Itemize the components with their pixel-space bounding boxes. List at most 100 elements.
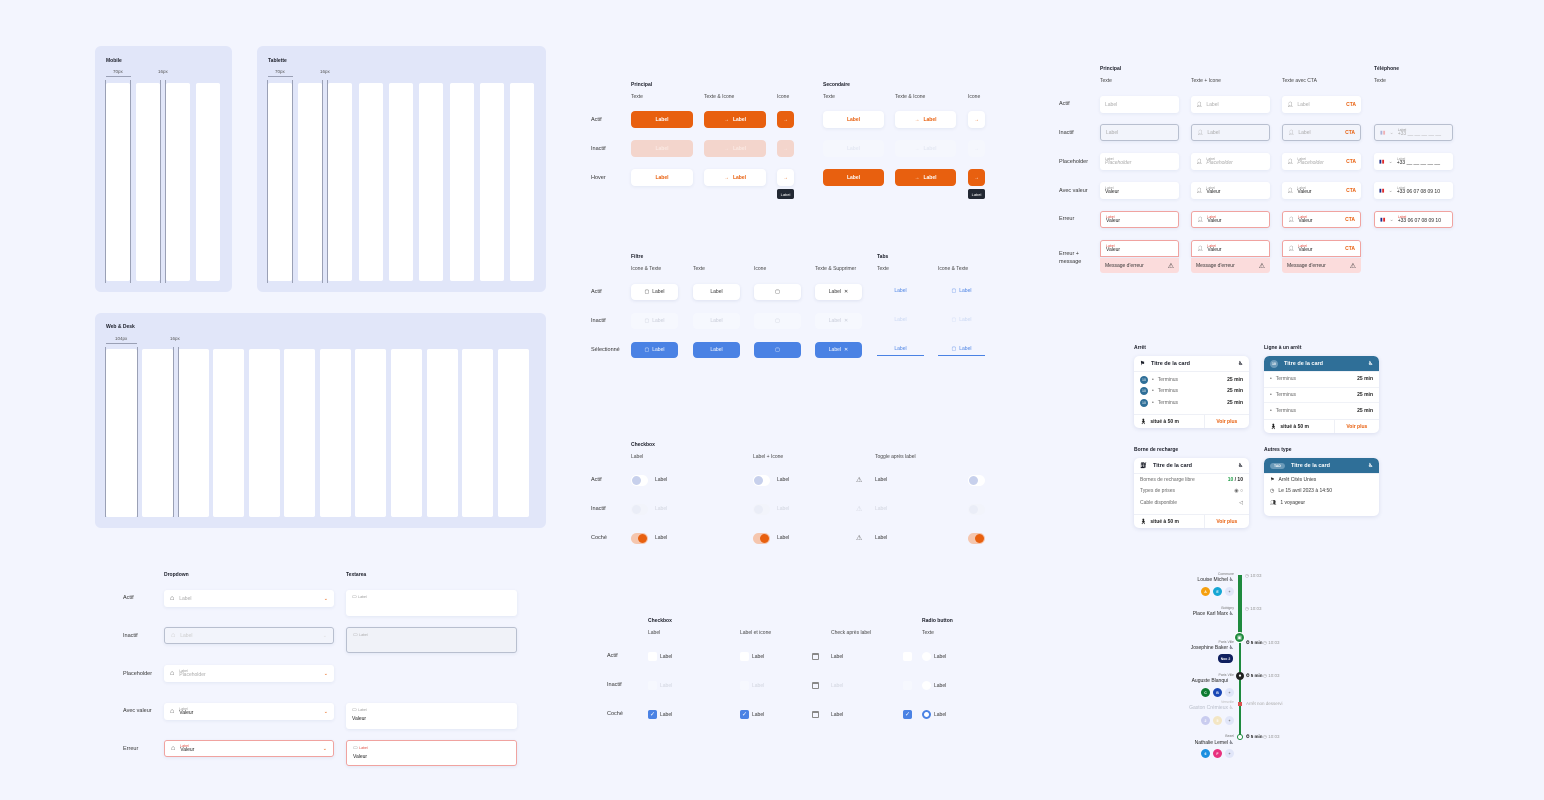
- text-input[interactable]: Label: [1100, 96, 1179, 113]
- text-input-disabled[interactable]: Label: [1100, 124, 1179, 141]
- filter-chip-text[interactable]: Label: [693, 284, 740, 300]
- secondary-icon-text-button[interactable]: → Label: [895, 111, 956, 128]
- filter-chip-icon-selected[interactable]: ▢: [754, 342, 801, 358]
- text-input-placeholder[interactable]: Label Placeholder: [1100, 153, 1179, 170]
- icon-text-input-value[interactable]: 👤︎ Label Valeur: [1191, 182, 1270, 199]
- icon-text-input-placeholder[interactable]: 👤︎ Label Placeholder: [1191, 153, 1270, 170]
- secondary-icon-text-button-disabled[interactable]: → Label: [895, 140, 956, 157]
- secondary-button[interactable]: Label: [823, 111, 884, 128]
- checkbox-checked[interactable]: ✓: [648, 710, 657, 719]
- toggle-disabled[interactable]: [753, 504, 770, 515]
- card-borne[interactable]: ⛽︎ Titre de la card ♿︎ Bornes de recharge …: [1134, 458, 1249, 528]
- cta-text-input-disabled[interactable]: 👤︎ Label CTA: [1282, 124, 1361, 141]
- tab-text[interactable]: Label: [877, 284, 924, 298]
- cta-button[interactable]: CTA: [1345, 245, 1355, 252]
- more-lines-badge[interactable]: +: [1225, 587, 1234, 596]
- dropdown-disabled[interactable]: ⌂ Label ⌄: [164, 627, 334, 644]
- cta-text-input-error[interactable]: 👤︎ Label Valeur CTA: [1282, 211, 1361, 228]
- close-icon[interactable]: ✕: [844, 289, 849, 295]
- filter-chip-text-selected[interactable]: Label: [693, 342, 740, 358]
- secondary-icon-button-hover[interactable]: →: [968, 169, 985, 186]
- icon-text-input-error[interactable]: 👤︎ Label Valeur: [1191, 211, 1270, 228]
- toggle[interactable]: [631, 475, 648, 486]
- secondary-icon-button[interactable]: →: [968, 111, 985, 128]
- phone-input-value[interactable]: ▮▮ ⌄ Label +33 06 07 08 09 10: [1374, 182, 1453, 199]
- filter-chip-removable-selected[interactable]: Label ✕: [815, 342, 862, 358]
- toggle-checked[interactable]: [753, 533, 770, 544]
- textarea-disabled[interactable]: ▭ Label: [346, 627, 517, 653]
- phone-input-error[interactable]: ▮▮ ⌄ Label +33 06 07 08 09 10: [1374, 211, 1453, 228]
- see-more-link[interactable]: Voir plus: [1203, 515, 1249, 528]
- checkbox[interactable]: [648, 652, 657, 661]
- secondary-button-disabled[interactable]: Label: [823, 140, 884, 157]
- icon-text-input-error-message[interactable]: 👤︎ Label Valeur: [1191, 240, 1270, 257]
- more-lines-badge[interactable]: +: [1225, 749, 1234, 758]
- cta-text-input-placeholder[interactable]: 👤︎ Label Placeholder CTA: [1282, 153, 1361, 170]
- textarea-error[interactable]: ▭ Label Valeur: [346, 740, 517, 766]
- phone-input-placeholder[interactable]: ▮▮ ⌄ Label +33 __ __ __ __ __: [1374, 153, 1453, 170]
- cta-button[interactable]: CTA: [1346, 158, 1356, 165]
- filter-chip-icon[interactable]: ▢: [754, 284, 801, 300]
- tab-icon-text-selected[interactable]: ▢ Label: [938, 342, 985, 356]
- text-input-error-message[interactable]: Label Valeur: [1100, 240, 1179, 257]
- toggle-disabled[interactable]: [968, 504, 985, 515]
- chevron-down-icon[interactable]: ⌄: [1388, 158, 1393, 165]
- toggle-disabled[interactable]: [631, 504, 648, 515]
- card-ligne[interactable]: 10 Titre de la card ♿︎ • Terminus 25 min • Te…: [1264, 356, 1379, 433]
- phone-input-disabled[interactable]: ▮▮ ⌄ Label +33 __ __ __ __ __: [1374, 124, 1453, 141]
- tab-text-selected[interactable]: Label: [877, 342, 924, 356]
- primary-icon-button-hover[interactable]: →: [777, 169, 794, 186]
- filter-chip-icon-text-selected[interactable]: ▢ Label: [631, 342, 678, 358]
- icon-text-input[interactable]: 👤︎ Label: [1191, 96, 1270, 113]
- cta-button[interactable]: CTA: [1345, 129, 1355, 136]
- filter-chip-icon-text[interactable]: ▢ Label: [631, 284, 678, 300]
- radio-button-disabled[interactable]: [922, 681, 931, 690]
- primary-button-disabled[interactable]: Label: [631, 140, 693, 157]
- close-icon[interactable]: ✕: [844, 347, 849, 353]
- primary-icon-text-button-hover[interactable]: → Label: [704, 169, 766, 186]
- filter-chip-icon-disabled[interactable]: ▢: [754, 313, 801, 329]
- tab-icon-text-disabled[interactable]: ▢ Label: [938, 313, 985, 327]
- textarea-value[interactable]: ▭ Label Valeur: [346, 703, 517, 729]
- primary-button[interactable]: Label: [631, 111, 693, 128]
- checkbox[interactable]: [740, 652, 749, 661]
- filter-chip-text-disabled[interactable]: Label: [693, 313, 740, 329]
- more-lines-badge[interactable]: +: [1225, 688, 1234, 697]
- radio-button-checked[interactable]: [922, 710, 931, 719]
- secondary-button-hover[interactable]: Label: [823, 169, 884, 186]
- tab-icon-text[interactable]: ▢ Label: [938, 284, 985, 298]
- see-more-link[interactable]: Voir plus: [1203, 415, 1249, 428]
- card-arret[interactable]: ⚑ Titre de la card ♿︎ 10 • Terminus 25 min 10…: [1134, 356, 1249, 428]
- cta-text-input[interactable]: 👤︎ Label CTA: [1282, 96, 1361, 113]
- dropdown-placeholder[interactable]: ⌂ Label Placeholder ⌄: [164, 665, 334, 682]
- checkbox[interactable]: [903, 652, 912, 661]
- card-autres[interactable]: TAD Titre de la card ♿︎ ⚑ Arrêt Cités Unies…: [1264, 458, 1379, 516]
- filter-chip-icon-text-disabled[interactable]: ▢ Label: [631, 313, 678, 329]
- toggle-checked[interactable]: [631, 533, 648, 544]
- primary-icon-button[interactable]: →: [777, 111, 794, 128]
- cta-button[interactable]: CTA: [1346, 187, 1356, 194]
- secondary-icon-button-disabled[interactable]: →: [968, 140, 985, 157]
- dropdown-value[interactable]: ⌂ Label Valeur ⌄: [164, 703, 334, 720]
- primary-icon-button-disabled[interactable]: →: [777, 140, 794, 157]
- chevron-down-icon[interactable]: ⌄: [1389, 216, 1394, 223]
- primary-icon-text-button[interactable]: → Label: [704, 111, 766, 128]
- primary-button-hover[interactable]: Label: [631, 169, 693, 186]
- toggle-checked[interactable]: [968, 533, 985, 544]
- more-lines-badge[interactable]: +: [1225, 716, 1234, 725]
- text-input-value[interactable]: Label Valeur: [1100, 182, 1179, 199]
- checkbox-disabled[interactable]: [903, 681, 912, 690]
- text-input-error[interactable]: Label Valeur: [1100, 211, 1179, 228]
- toggle[interactable]: [753, 475, 770, 486]
- dropdown-error[interactable]: ⌂ Label Valeur ⌄: [164, 740, 334, 757]
- checkbox-checked[interactable]: ✓: [903, 710, 912, 719]
- filter-chip-removable-disabled[interactable]: Label ✕: [815, 313, 862, 329]
- checkbox-disabled[interactable]: [740, 681, 749, 690]
- textarea[interactable]: ▭ Label: [346, 590, 517, 616]
- chevron-down-icon[interactable]: ⌄: [1388, 187, 1393, 194]
- see-more-link[interactable]: Voir plus: [1333, 420, 1379, 433]
- cta-button[interactable]: CTA: [1346, 101, 1356, 108]
- primary-icon-text-button-disabled[interactable]: → Label: [704, 140, 766, 157]
- checkbox-checked[interactable]: ✓: [740, 710, 749, 719]
- cta-button[interactable]: CTA: [1345, 216, 1355, 223]
